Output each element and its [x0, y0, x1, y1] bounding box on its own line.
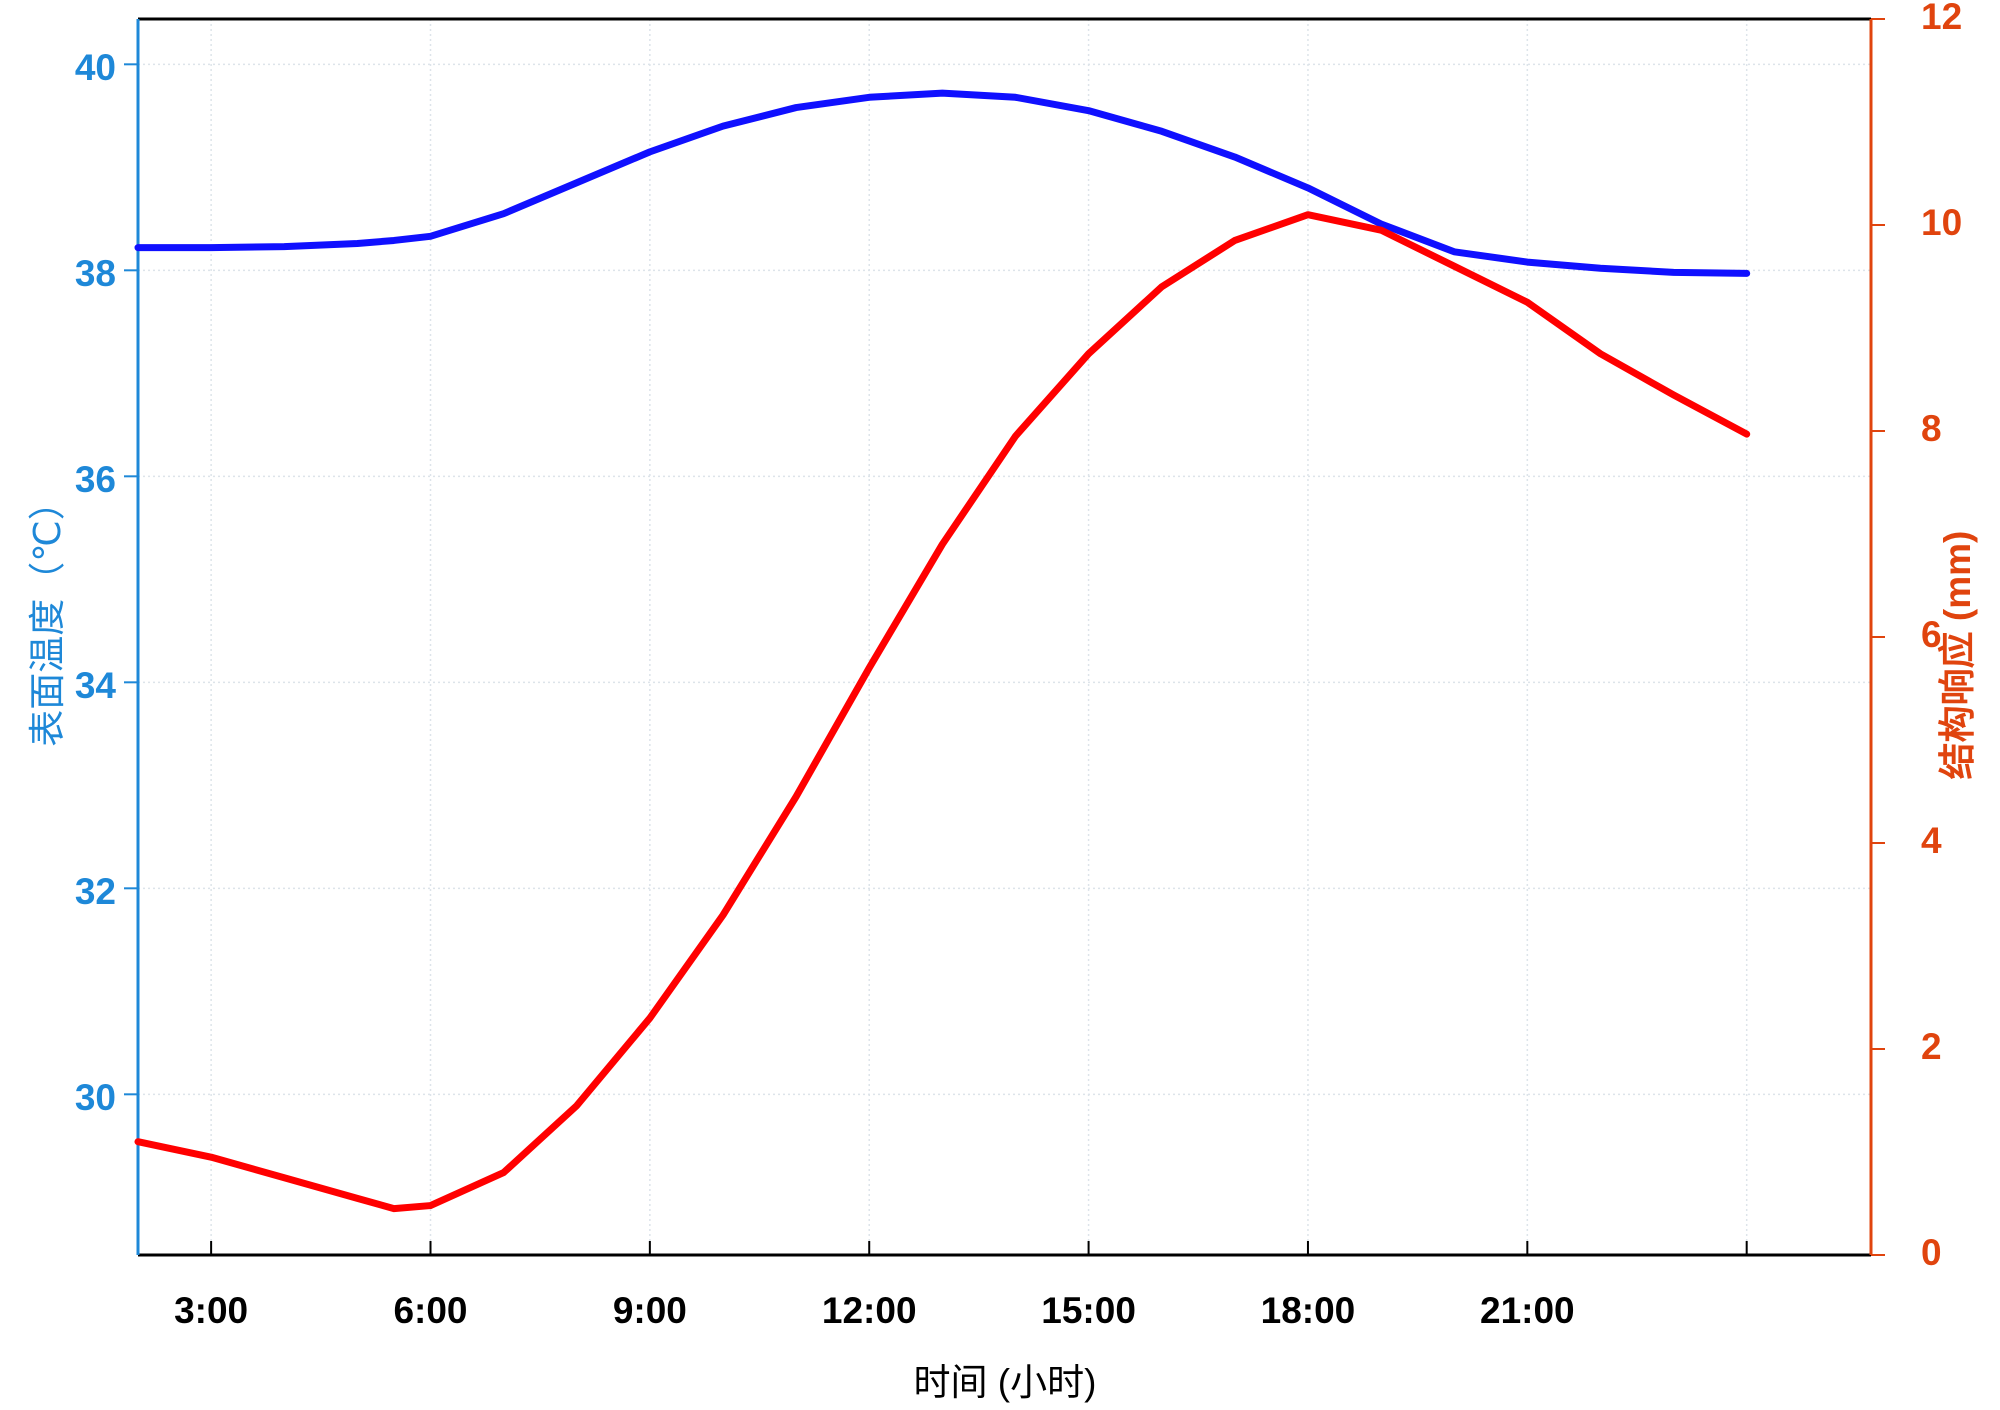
y-tick-label: 36: [75, 459, 116, 500]
y2-tick-label: 2: [1921, 1026, 1942, 1067]
series-line: [134, 89, 1751, 277]
y2-tick-label: 8: [1921, 408, 1942, 449]
y2-axis-label: 结构响应 (mm): [1937, 531, 1978, 780]
y-axis-label: 表面温度（℃）: [27, 483, 68, 747]
x-tick-label: 6:00: [393, 1290, 467, 1331]
y-tick-label: 40: [75, 47, 116, 88]
x-tick-label: 21:00: [1480, 1290, 1575, 1331]
x-axis-label: 时间 (小时): [914, 1362, 1097, 1403]
y-tick-label: 34: [75, 665, 117, 706]
series-line: [134, 211, 1751, 1213]
y2-tick-label: 10: [1921, 202, 1962, 243]
y2-tick-label: 4: [1921, 820, 1942, 861]
y-tick-label: 32: [75, 871, 116, 912]
x-tick-label: 9:00: [613, 1290, 687, 1331]
y2-tick-label: 12: [1921, 0, 1962, 37]
x-tick-label: 3:00: [174, 1290, 248, 1331]
y2-tick-label: 0: [1921, 1232, 1942, 1273]
y2-tick-label: 6: [1921, 614, 1942, 655]
x-tick-label: 12:00: [822, 1290, 917, 1331]
y-tick-label: 30: [75, 1077, 116, 1118]
x-tick-label: 18:00: [1261, 1290, 1356, 1331]
y-tick-label: 38: [75, 253, 116, 294]
x-tick-label: 15:00: [1041, 1290, 1136, 1331]
